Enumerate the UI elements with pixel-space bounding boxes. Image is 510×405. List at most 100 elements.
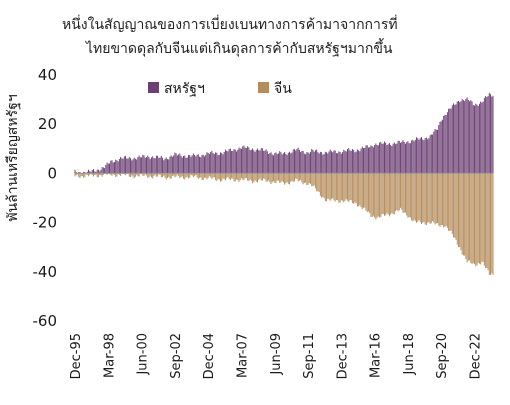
bar [150,173,152,178]
bar [437,129,438,174]
bar [96,169,98,174]
bar [189,173,191,178]
bar [434,173,436,225]
bar [438,125,440,174]
bar [242,146,244,174]
bar [366,173,368,213]
bar [433,131,435,174]
bar [350,150,352,174]
bar [438,173,440,226]
bar [131,160,133,174]
bar [173,155,175,174]
bar [76,173,78,175]
bar [326,173,328,202]
bar [187,154,189,174]
bar [427,173,429,223]
bar [138,173,140,177]
bar [490,173,492,275]
bar [95,171,97,174]
bar [380,141,382,174]
bar [201,173,203,180]
bar [467,173,469,261]
bar [217,173,219,180]
bar [106,162,108,174]
bar [127,158,129,174]
bar [269,153,271,174]
bar [457,100,459,174]
bar [289,151,291,174]
bar [425,137,427,174]
bar [155,173,157,177]
bar [407,173,409,218]
bar [377,173,379,217]
bar [261,173,263,181]
bar [455,173,457,240]
bar [199,173,201,178]
bar [142,173,144,176]
bar [314,173,316,189]
bar [113,173,115,175]
bar [181,173,183,177]
bar [448,108,450,174]
bar [106,173,108,175]
bar [313,173,315,186]
bar [266,151,268,174]
bar [196,154,198,174]
bar [381,173,383,215]
bar [121,158,123,174]
bar [164,158,166,174]
bar [392,143,394,174]
bar [411,140,413,174]
bar [261,148,263,174]
bar [133,157,135,174]
bar [433,173,435,223]
bar [397,173,399,212]
bar [412,173,414,222]
bar [287,152,289,174]
bar [330,151,332,174]
y-tick-label: -60 [33,312,58,330]
bar [435,129,437,174]
bar [397,140,399,174]
bar [163,160,165,174]
bar [286,173,288,183]
bar [116,173,118,177]
bar [194,173,196,177]
bar [402,173,404,213]
bar [316,149,318,174]
bar [231,150,233,174]
bar [298,149,300,174]
bar [356,173,358,207]
bar [335,173,337,200]
bar [390,173,392,215]
bar [324,151,326,174]
bar [147,155,149,174]
bar [395,144,397,174]
bar [482,173,484,263]
bar [408,173,410,218]
legend-label-china: จีน [274,81,292,97]
bar [422,173,424,223]
bar [460,173,462,251]
bar [265,149,267,174]
bar [491,173,493,274]
bar [105,164,107,174]
bar [174,152,176,174]
bar [371,173,373,217]
bar [221,153,223,174]
bar [257,148,258,174]
bar [247,146,249,174]
bar [242,173,244,180]
bar [314,150,316,174]
bar [192,153,194,174]
bar [300,173,302,180]
bar [152,156,154,174]
bar [143,173,145,176]
bar [491,96,493,174]
bar [168,173,170,177]
bar [195,173,197,175]
bar [305,173,307,183]
bar [310,173,311,184]
bar [243,145,245,174]
bar [439,173,441,227]
